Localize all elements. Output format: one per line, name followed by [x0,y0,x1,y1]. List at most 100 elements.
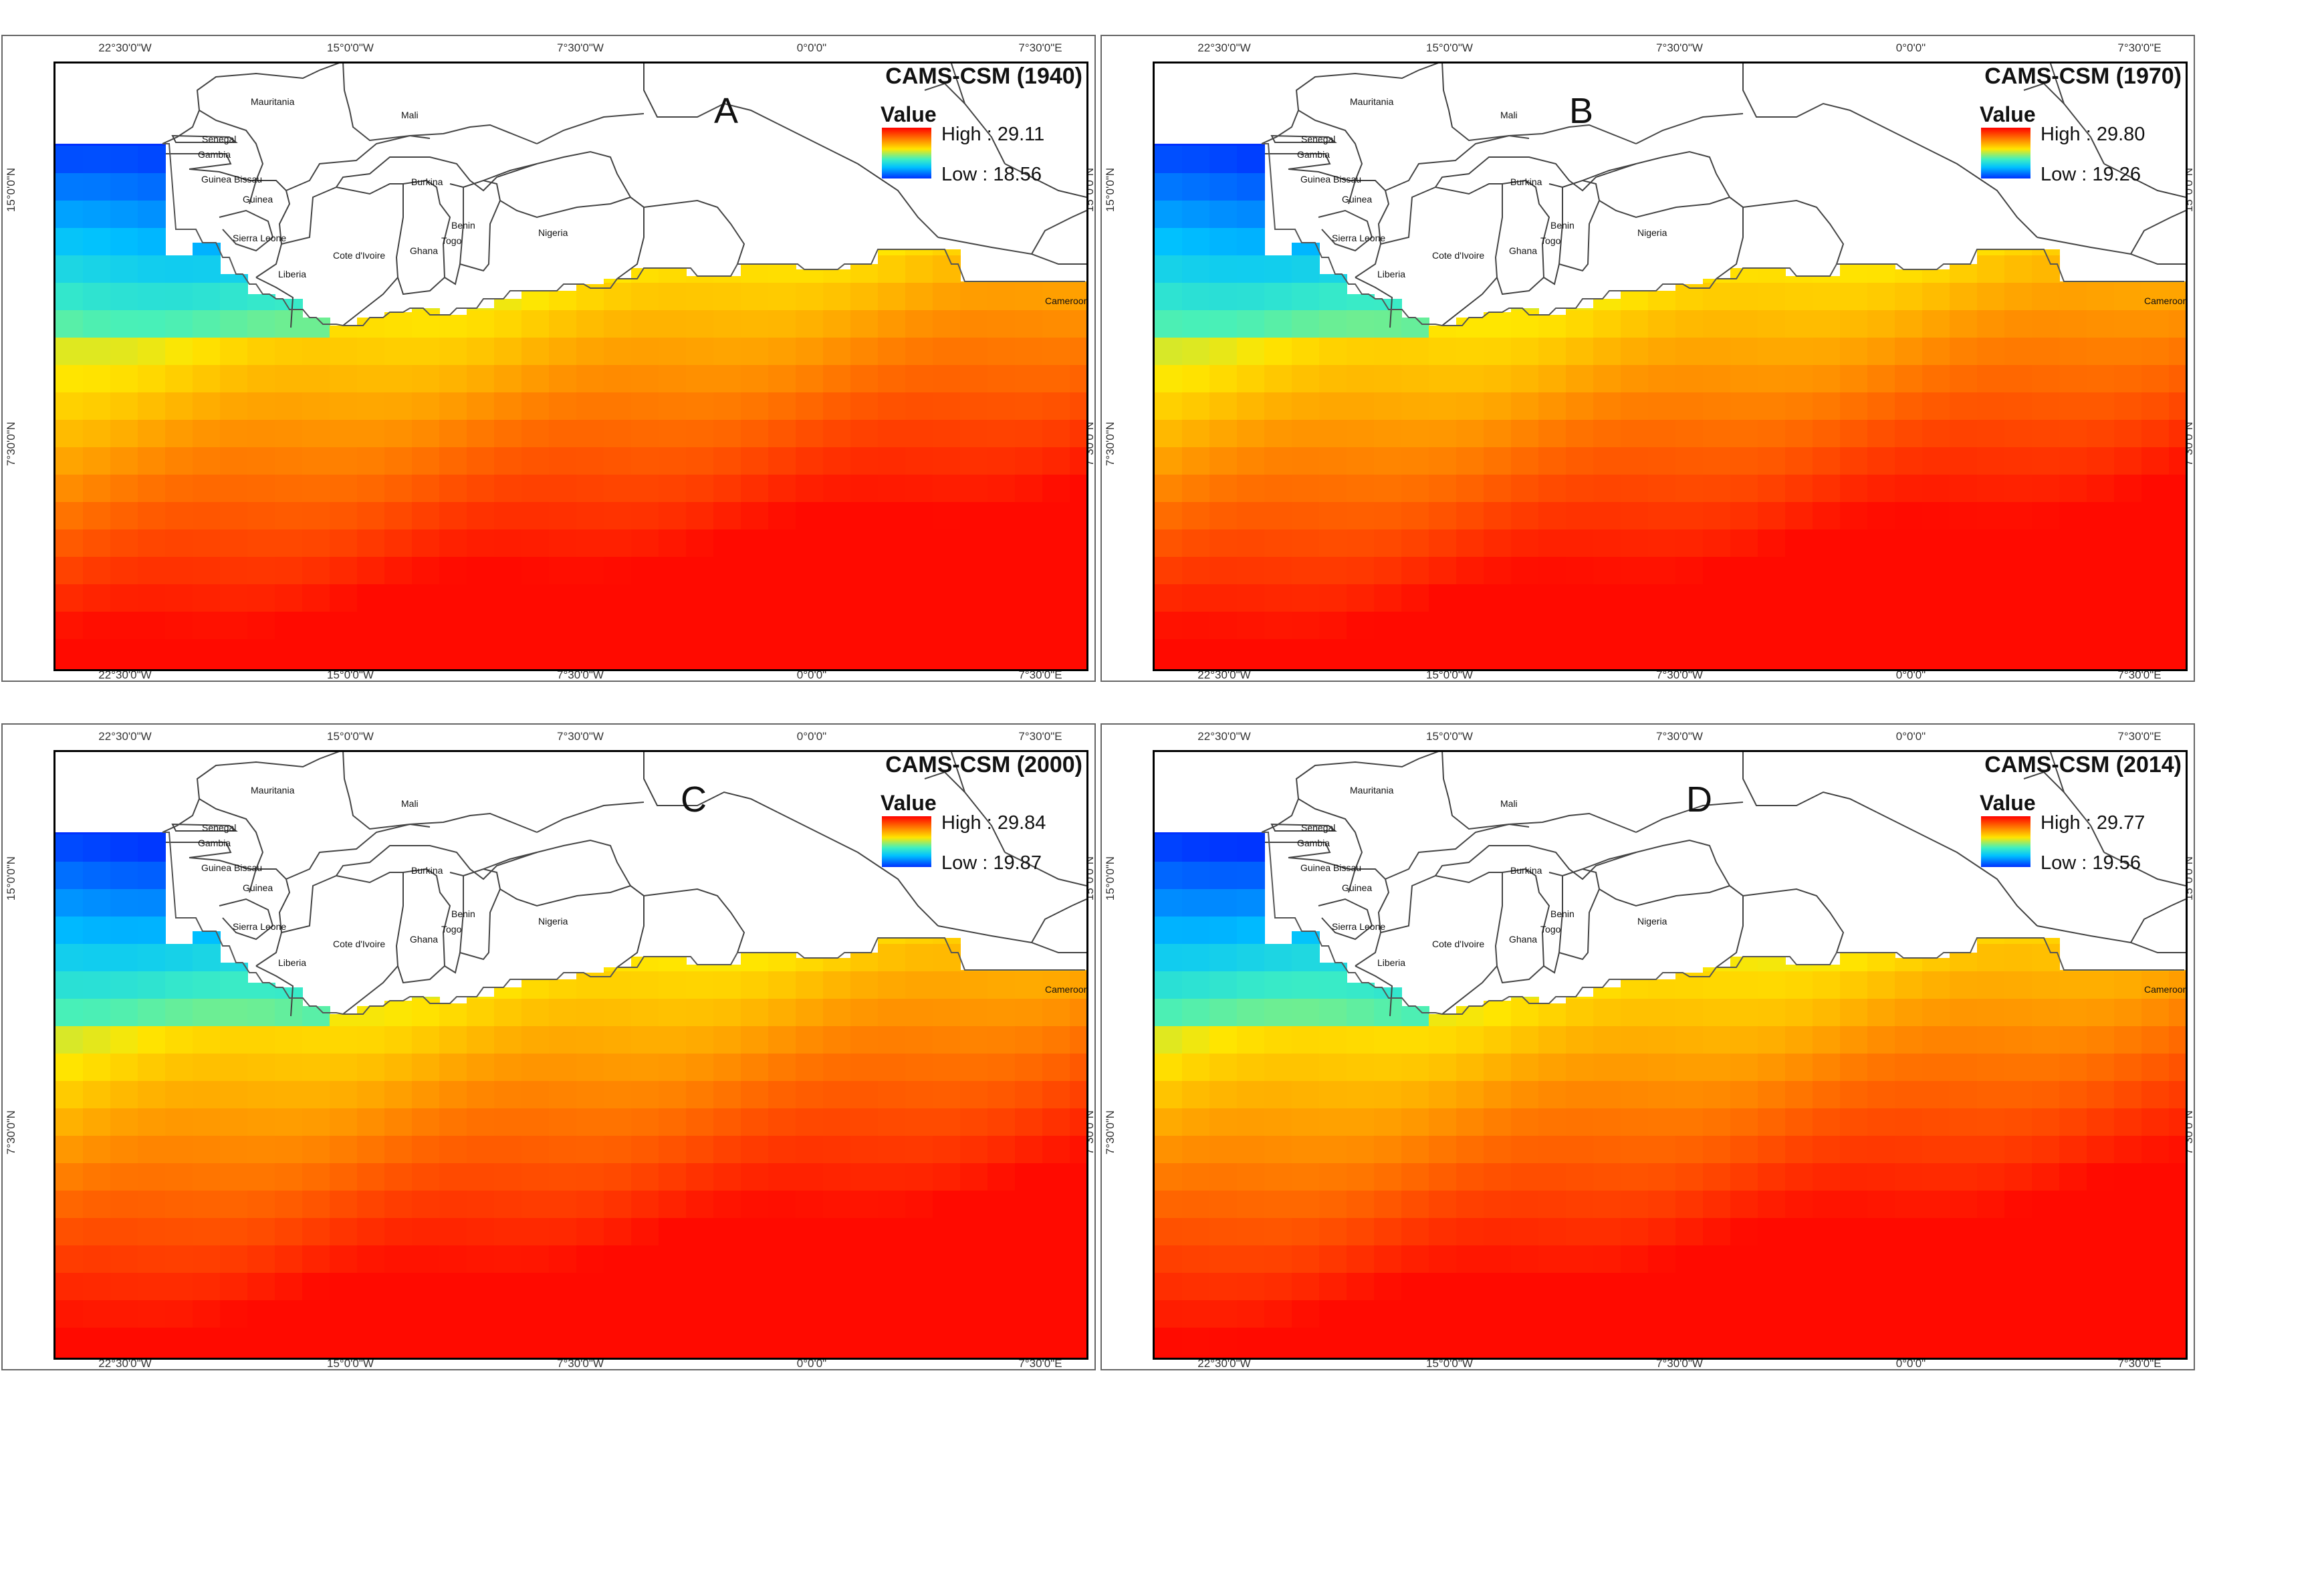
sst-cell [905,475,933,503]
sst-cell [1429,1300,1457,1328]
sst-cell [1621,310,1649,338]
sst-cell [1347,475,1375,503]
sst-cell [1237,917,1265,945]
sst-cell [1675,1218,1704,1246]
sst-cell [905,255,933,283]
sst-cell [55,338,84,366]
sst-cell [384,475,413,503]
sst-cell [2087,1054,2115,1082]
sst-cell [1840,1026,1868,1054]
sst-cell [659,1300,687,1328]
sst-cell [193,612,221,640]
sst-cell [1070,1081,1086,1109]
sst-cell [1758,971,1786,999]
sst-cell [2004,392,2032,420]
sst-cell [1511,1218,1539,1246]
sst-cell [1566,1026,1594,1054]
sst-cell [1042,999,1070,1027]
sst-cell [1155,392,1183,420]
sst-cell [412,420,440,448]
sst-cell [1070,1273,1086,1301]
sst-cell [1785,612,1813,640]
sst-cell [796,283,824,311]
sst-cell [302,502,330,530]
sst-cell [1237,502,1265,530]
sst-cell [1950,584,1978,612]
sst-cell [987,1300,1016,1328]
sst-cell [1155,1300,1183,1328]
sst-cell [494,612,522,640]
sst-cell [850,283,879,311]
sst-cell [796,502,824,530]
sst-cell [439,315,467,338]
sst-cell [1648,1218,1676,1246]
sst-cell [138,1273,166,1301]
lon-tick-bottom: 7°30'0"W [1656,668,1703,681]
country-border [444,183,464,285]
sst-cell [933,612,961,640]
sst-cell [850,1081,879,1109]
sst-cell [1867,612,1895,640]
country-border [1635,802,1744,833]
country-label: Burkina [1510,176,1542,187]
sst-cell [357,584,385,612]
sst-cell [1813,666,1841,669]
sst-cell [55,834,84,862]
sst-cell [1182,310,1210,338]
sst-cell [1484,1191,1512,1219]
country-border [219,209,274,252]
sst-cell [1511,338,1539,366]
sst-cell [2114,612,2142,640]
sst-cell [741,584,769,612]
sst-cell [1977,1273,2005,1301]
sst-cell [1264,612,1292,640]
sst-cell [1675,639,1704,667]
sst-cell [1319,1136,1347,1164]
sst-cell [987,639,1016,667]
sst-cell [987,1191,1016,1219]
sst-cell [1347,1245,1375,1273]
sst-cell [1484,392,1512,420]
sst-cell [576,392,604,420]
sst-cell [2169,999,2186,1027]
sst-cell [741,666,769,669]
sst-cell [850,447,879,475]
sst-cell [110,557,138,585]
sst-cell [1895,420,1923,448]
sst-cell [1703,1245,1731,1273]
sst-cell [1950,475,1978,503]
sst-cell [905,1245,933,1273]
sst-cell [1237,1300,1265,1328]
sst-cell [1566,502,1594,530]
sst-cell [1182,201,1210,229]
sst-cell [1922,971,1950,999]
sst-cell [1155,889,1183,917]
sst-cell [1730,310,1758,338]
sst-cell [1593,1136,1621,1164]
sst-cell [933,475,961,503]
map-frame: Mauritania Mali Senegal Gambia Guinea Bissau… [53,62,1088,671]
sst-cell [1785,365,1813,393]
sst-cell [987,1026,1016,1054]
sst-cell [1374,310,1402,338]
country-label: Mauritania [1350,96,1394,107]
sst-cell [110,392,138,420]
sst-cell [823,584,851,612]
sst-cell [1785,1300,1813,1328]
sst-cell [412,1136,440,1164]
sst-cell [357,1006,385,1027]
sst-cell [2004,1136,2032,1164]
sst-cell [850,1300,879,1328]
sst-cell [1593,1355,1621,1358]
sst-cell [110,1108,138,1136]
sst-cell [1182,557,1210,585]
sst-cell [2169,1136,2186,1164]
sst-cell [2087,475,2115,503]
lon-tick-bottom: 7°30'0"W [557,1357,604,1370]
sst-cell [631,612,659,640]
country-label: Senegal [202,134,236,144]
sst-cell [1015,612,1043,640]
sst-cell [1319,584,1347,612]
sst-cell [1070,1300,1086,1328]
sst-cell [330,1273,358,1301]
